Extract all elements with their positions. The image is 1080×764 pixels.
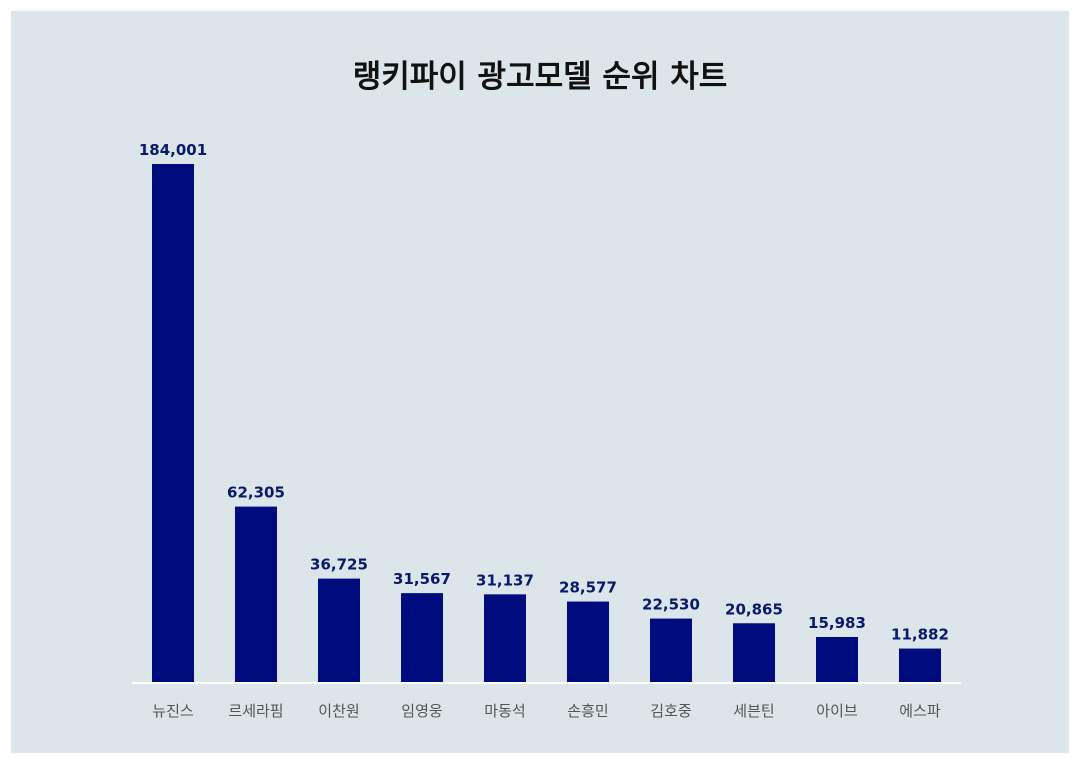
category-label-4: 임영웅 — [401, 702, 442, 720]
bar-6 — [567, 601, 609, 682]
value-label-5: 31,137 — [476, 571, 534, 589]
value-label-9: 15,983 — [808, 614, 866, 632]
bar-8 — [733, 623, 775, 682]
category-label-6: 손흥민 — [567, 702, 608, 720]
bars-group — [152, 164, 941, 682]
bar-5 — [484, 594, 526, 682]
category-label-2: 르세라핌 — [228, 702, 283, 720]
category-label-8: 세븐틴 — [733, 702, 774, 720]
category-label-1: 뉴진스 — [152, 702, 194, 720]
bar-chart: 랭키파이 광고모델 순위 차트 184,001 62,305 36,725 31,56… — [132, 59, 961, 720]
category-label-7: 김호중 — [650, 702, 691, 720]
bar-4 — [401, 593, 443, 682]
category-label-10: 에스파 — [899, 702, 941, 720]
value-label-4: 31,567 — [393, 570, 451, 588]
chart-panel: 랭키파이 광고모델 순위 차트 184,001 62,305 36,725 31,56… — [11, 11, 1069, 753]
category-label-5: 마동석 — [484, 702, 525, 720]
value-label-8: 20,865 — [725, 600, 783, 618]
bar-3 — [318, 578, 360, 682]
value-label-7: 22,530 — [642, 596, 700, 614]
value-label-10: 11,882 — [891, 626, 949, 644]
value-labels-group: 184,001 62,305 36,725 31,567 31,137 28,577 22,… — [139, 141, 949, 644]
bar-9 — [816, 637, 858, 682]
chart-title: 랭키파이 광고모델 순위 차트 — [353, 59, 728, 95]
bar-7 — [650, 618, 692, 682]
value-label-6: 28,577 — [559, 579, 617, 597]
value-label-1: 184,001 — [139, 141, 207, 159]
value-label-3: 36,725 — [310, 556, 368, 574]
category-label-3: 이찬원 — [318, 702, 359, 720]
bar-10 — [899, 648, 941, 682]
bar-1 — [152, 164, 194, 682]
bar-2 — [235, 506, 277, 682]
category-labels-group: 뉴진스 르세라핌 이찬원 임영웅 마동석 손흥민 김호중 세븐틴 아이브 에스파 — [152, 702, 941, 720]
category-label-9: 아이브 — [816, 702, 858, 720]
value-label-2: 62,305 — [227, 484, 285, 502]
